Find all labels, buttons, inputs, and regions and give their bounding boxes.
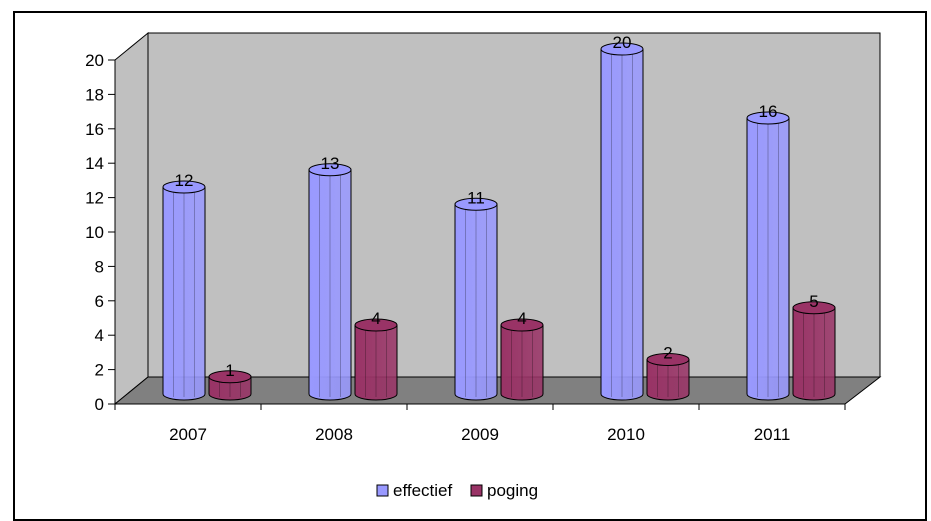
y-tick-label: 2 [95, 361, 104, 380]
legend: effectief poging [376, 481, 538, 500]
bar-body [746, 117, 790, 401]
data-label: 11 [467, 188, 485, 207]
legend-swatch-poging [470, 484, 483, 497]
y-tick-label: 12 [85, 189, 104, 208]
bar-effectief-2009: 11 [454, 188, 498, 401]
bar-top-cap [746, 111, 790, 125]
data-label: 4 [517, 309, 526, 328]
bar-poging-2008: 4 [354, 309, 398, 401]
x-tick-label: 2008 [315, 425, 353, 444]
data-label: 12 [175, 171, 194, 190]
legend-label-effectief: effectief [393, 481, 453, 500]
bar-effectief-2008: 13 [308, 154, 352, 401]
bar-body [792, 307, 836, 401]
bar-body [600, 48, 644, 401]
data-label: 5 [809, 292, 818, 311]
bar-body [354, 324, 398, 401]
data-label: 4 [371, 309, 380, 328]
bar-poging-2010: 2 [646, 344, 690, 401]
bar-top-cap [354, 318, 398, 332]
bar-top-cap [454, 197, 498, 211]
bar-top-cap [646, 353, 690, 366]
bar-body [162, 186, 206, 401]
data-label: 1 [225, 361, 234, 380]
bar-top-cap [208, 370, 252, 384]
bar-poging-2011: 5 [792, 292, 836, 401]
x-tick-label: 2007 [169, 425, 207, 444]
bar-poging-2009: 4 [500, 309, 544, 401]
y-tick-label: 8 [95, 257, 104, 276]
data-label: 2 [663, 344, 672, 363]
x-tick-label: 2011 [754, 425, 791, 444]
data-label: 13 [321, 154, 340, 173]
bar-body [646, 359, 690, 401]
bar-body [308, 169, 352, 401]
y-tick-label: 4 [95, 326, 104, 345]
y-tick-label: 10 [85, 223, 104, 242]
data-label: 20 [613, 33, 632, 52]
y-tick-label: 18 [85, 85, 104, 104]
bar-top-cap [500, 318, 544, 332]
x-tick-label: 2010 [607, 425, 645, 444]
legend-swatch-effectief [376, 484, 389, 497]
bar-body [454, 203, 498, 401]
bar-top-cap [600, 42, 644, 56]
bar-top-cap [162, 180, 206, 194]
y-tick-label: 0 [95, 395, 104, 414]
y-tick-label: 14 [85, 154, 104, 173]
bar-poging-2007: 1 [208, 361, 252, 401]
chart-side-wall [114, 31, 149, 406]
y-tick-label: 6 [95, 292, 104, 311]
x-tick-label: 2009 [461, 425, 499, 444]
bar-effectief-2007: 12 [162, 171, 206, 401]
bar-body [208, 376, 252, 401]
data-label: 16 [759, 102, 778, 121]
bar-top-cap [308, 163, 352, 177]
legend-label-poging: poging [487, 481, 538, 500]
bar-effectief-2010: 20 [600, 33, 644, 401]
y-tick-label: 20 [85, 51, 104, 70]
bar-body [500, 324, 544, 401]
bar-top-cap [792, 301, 836, 315]
y-tick-label: 16 [85, 120, 104, 139]
bar-effectief-2011: 16 [746, 102, 790, 401]
